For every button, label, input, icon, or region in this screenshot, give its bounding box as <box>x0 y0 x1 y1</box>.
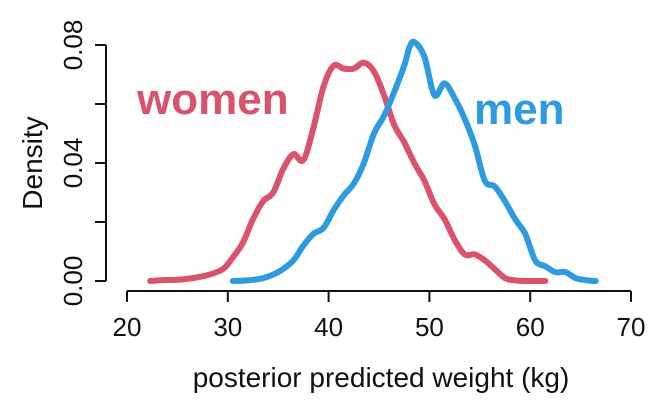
y-tick-label: 0.04 <box>58 138 88 189</box>
x-axis-title: posterior predicted weight (kg) <box>193 362 570 393</box>
x-tick-label: 20 <box>113 312 142 342</box>
y-tick-label: 0.08 <box>58 20 88 71</box>
women-series-label: women <box>136 75 289 124</box>
y-axis-ticks: 0.00 0.04 0.08 <box>58 20 106 307</box>
x-tick-label: 30 <box>213 312 242 342</box>
plot-area: women men <box>136 38 599 285</box>
x-tick-label: 60 <box>516 312 545 342</box>
x-axis-ticks: 20 30 40 50 60 70 <box>113 291 646 342</box>
men-density-line <box>229 38 599 284</box>
women-density-line <box>147 59 549 285</box>
x-tick-label: 70 <box>617 312 646 342</box>
x-tick-label: 50 <box>415 312 444 342</box>
x-tick-label: 40 <box>314 312 343 342</box>
men-series-label: men <box>474 85 564 134</box>
y-axis-title: Density <box>17 116 48 209</box>
y-tick-label: 0.00 <box>58 256 88 307</box>
